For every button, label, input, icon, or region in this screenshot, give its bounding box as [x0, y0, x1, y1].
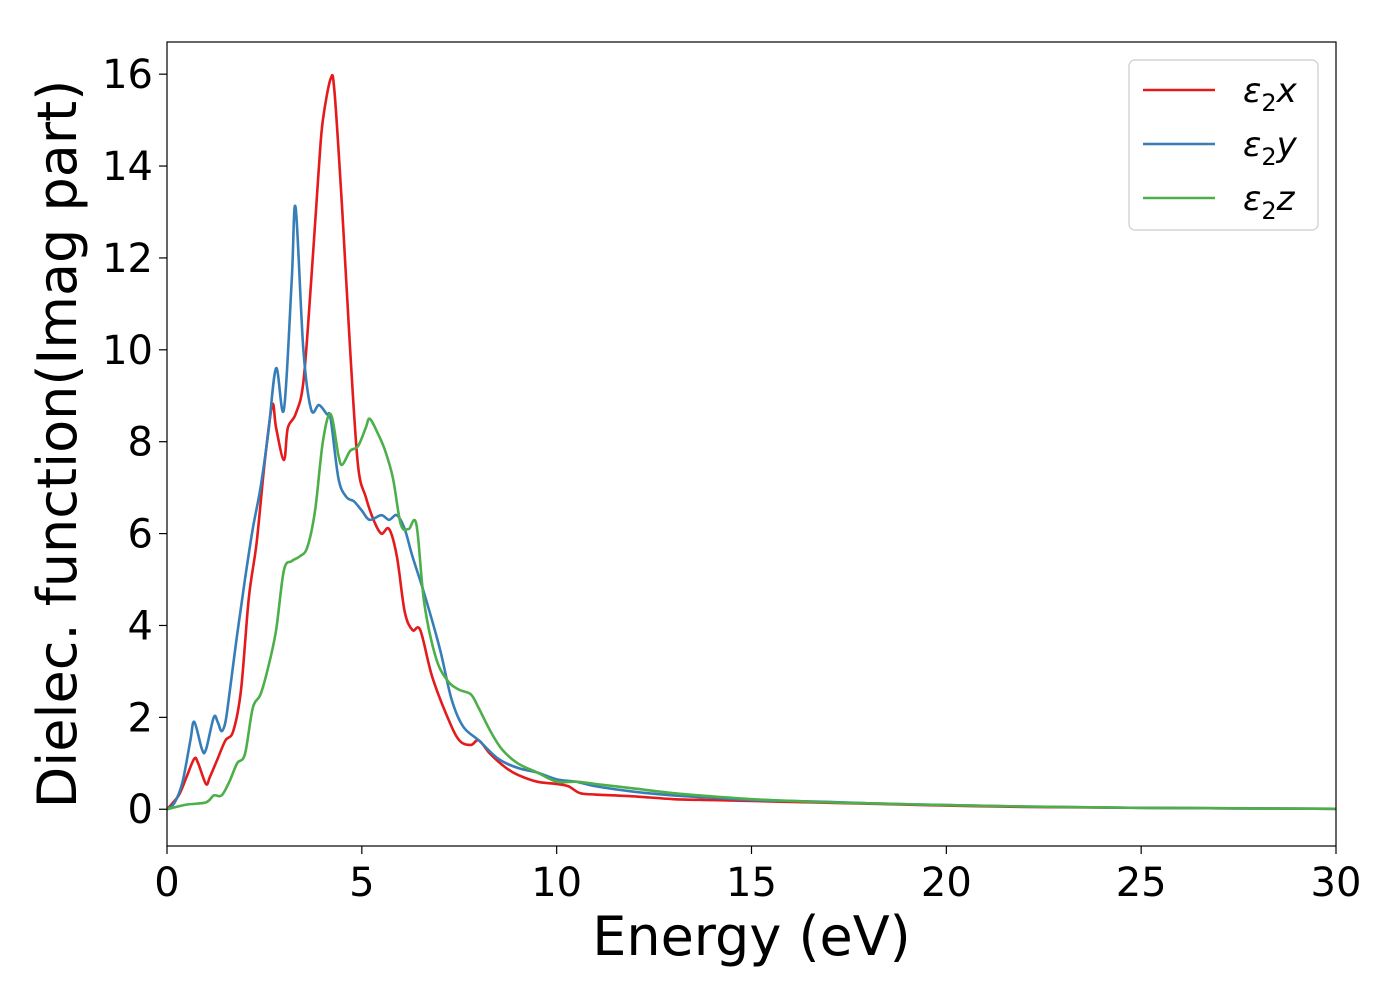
x-tick-label: 25 — [1116, 860, 1167, 906]
y-tick-label: 2 — [128, 695, 153, 741]
y-tick-label: 14 — [102, 144, 153, 190]
legend-label-suffix: x — [1276, 71, 1298, 111]
series-line-y — [167, 204, 1336, 811]
legend-label-suffix: z — [1276, 179, 1296, 219]
legend-label-subscript: 2 — [1261, 197, 1276, 225]
x-tick-label: 10 — [531, 860, 582, 906]
axis-ticks: 0 5 10 15 20 25 30 0 2 4 6 8 10 12 14 16 — [102, 52, 1361, 906]
legend-label-base: ε — [1243, 179, 1261, 219]
legend-box — [1128, 59, 1319, 231]
legend-label-subscript: 2 — [1261, 143, 1276, 171]
legend-label-z: ε2z — [1243, 179, 1296, 225]
series-lines — [167, 73, 1336, 811]
y-tick-label: 8 — [128, 420, 153, 466]
x-tick-label: 20 — [921, 860, 972, 906]
x-tick-label: 30 — [1311, 860, 1362, 906]
series-line-z — [167, 412, 1336, 811]
legend-label-suffix: y — [1276, 125, 1298, 165]
x-tick-label: 5 — [349, 860, 374, 906]
y-tick-label: 12 — [102, 236, 153, 282]
y-tick-label: 6 — [128, 512, 153, 558]
y-tick-label: 4 — [128, 603, 153, 649]
y-axis-label: Dielec. function(Imag part) — [26, 80, 89, 809]
y-tick-label: 10 — [102, 328, 153, 374]
legend-label-base: ε — [1243, 125, 1261, 165]
legend-label-subscript: 2 — [1261, 89, 1276, 117]
legend-label-x: ε2x — [1243, 71, 1298, 117]
legend-label-y: ε2y — [1243, 125, 1298, 171]
legend-label-base: ε — [1243, 71, 1261, 111]
x-tick-label: 15 — [726, 860, 777, 906]
y-tick-label: 0 — [128, 787, 153, 833]
x-axis-label: Energy (eV) — [592, 905, 911, 968]
x-tick-label: 0 — [154, 860, 179, 906]
y-tick-label: 16 — [102, 52, 153, 98]
